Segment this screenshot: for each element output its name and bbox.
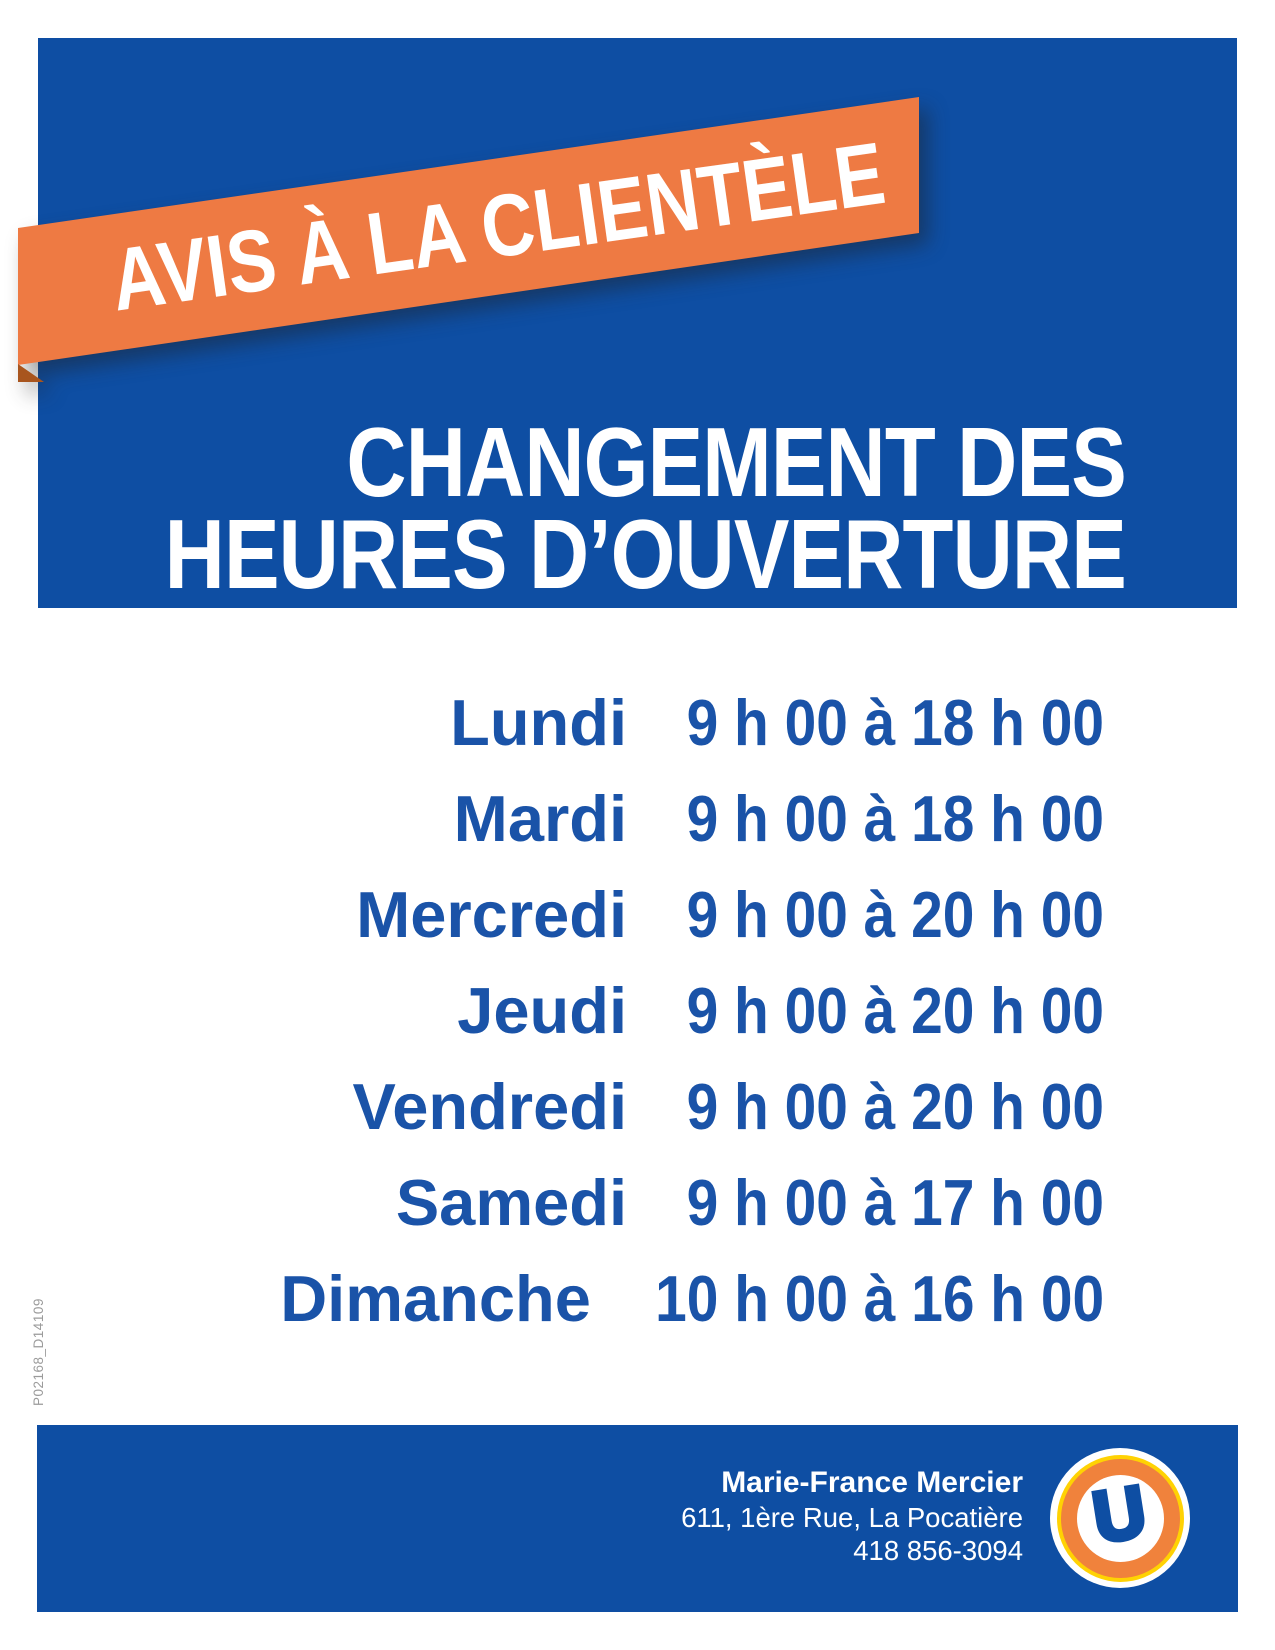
day-label: Lundi bbox=[450, 685, 628, 759]
schedule-row-sunday: Dimanche 10 h 00 à 16 h 00 bbox=[150, 1250, 1104, 1346]
schedule-row-friday: Vendredi 9 h 00 à 20 h 00 bbox=[150, 1058, 1104, 1154]
day-label: Samedi bbox=[395, 1165, 628, 1239]
hours-value: 9 h 00 à 18 h 00 bbox=[686, 685, 1104, 759]
hours-value: 9 h 00 à 20 h 00 bbox=[686, 877, 1104, 951]
footer-bar: Marie-France Mercier 611, 1ère Rue, La P… bbox=[37, 1425, 1238, 1612]
schedule-row-tuesday: Mardi 9 h 00 à 18 h 00 bbox=[150, 770, 1104, 866]
hours-value: 9 h 00 à 18 h 00 bbox=[686, 781, 1104, 855]
hours-value: 9 h 00 à 20 h 00 bbox=[686, 973, 1104, 1047]
logo-orange-ring: U bbox=[1060, 1458, 1180, 1578]
logo-letter: U bbox=[1085, 1469, 1154, 1561]
schedule-row-thursday: Jeudi 9 h 00 à 20 h 00 bbox=[150, 962, 1104, 1058]
logo-inner-disc: U bbox=[1076, 1469, 1164, 1562]
notice-ribbon: AVIS À LA CLIENTÈLE bbox=[0, 0, 1275, 650]
store-address: 611, 1ère Rue, La Pocatière bbox=[681, 1502, 1023, 1533]
print-code: P02168_D14109 bbox=[31, 1298, 46, 1406]
day-label: Jeudi bbox=[457, 973, 628, 1047]
store-info: Marie-France Mercier 611, 1ère Rue, La P… bbox=[681, 1465, 1023, 1567]
store-phone: 418 856-3094 bbox=[853, 1535, 1023, 1566]
title-line-2: HEURES D’OUVERTURE bbox=[164, 499, 1127, 609]
day-label: Mercredi bbox=[356, 877, 628, 951]
schedule-row-wednesday: Mercredi 9 h 00 à 20 h 00 bbox=[150, 866, 1104, 962]
title-line-1: CHANGEMENT DES bbox=[346, 407, 1126, 517]
hours-value: 10 h 00 à 16 h 00 bbox=[655, 1261, 1104, 1335]
uniprix-logo-icon: U bbox=[1050, 1448, 1190, 1588]
ribbon-fold bbox=[18, 364, 44, 382]
hours-value: 9 h 00 à 17 h 00 bbox=[686, 1165, 1104, 1239]
day-label: Mardi bbox=[453, 781, 628, 855]
opening-hours-table: Lundi 9 h 00 à 18 h 00 Mardi 9 h 00 à 18… bbox=[150, 674, 1104, 1346]
logo-yellow-ring: U bbox=[1056, 1454, 1184, 1582]
ribbon-strip: AVIS À LA CLIENTÈLE bbox=[18, 97, 919, 365]
store-owner-name: Marie-France Mercier bbox=[721, 1466, 1023, 1499]
day-label: Dimanche bbox=[280, 1261, 591, 1335]
page-title: CHANGEMENT DES HEURES D’OUVERTURE bbox=[0, 407, 1127, 609]
day-label: Vendredi bbox=[352, 1069, 628, 1143]
schedule-row-monday: Lundi 9 h 00 à 18 h 00 bbox=[150, 674, 1104, 770]
ribbon-label: AVIS À LA CLIENTÈLE bbox=[105, 123, 891, 330]
schedule-row-saturday: Samedi 9 h 00 à 17 h 00 bbox=[150, 1154, 1104, 1250]
hours-value: 9 h 00 à 20 h 00 bbox=[686, 1069, 1104, 1143]
